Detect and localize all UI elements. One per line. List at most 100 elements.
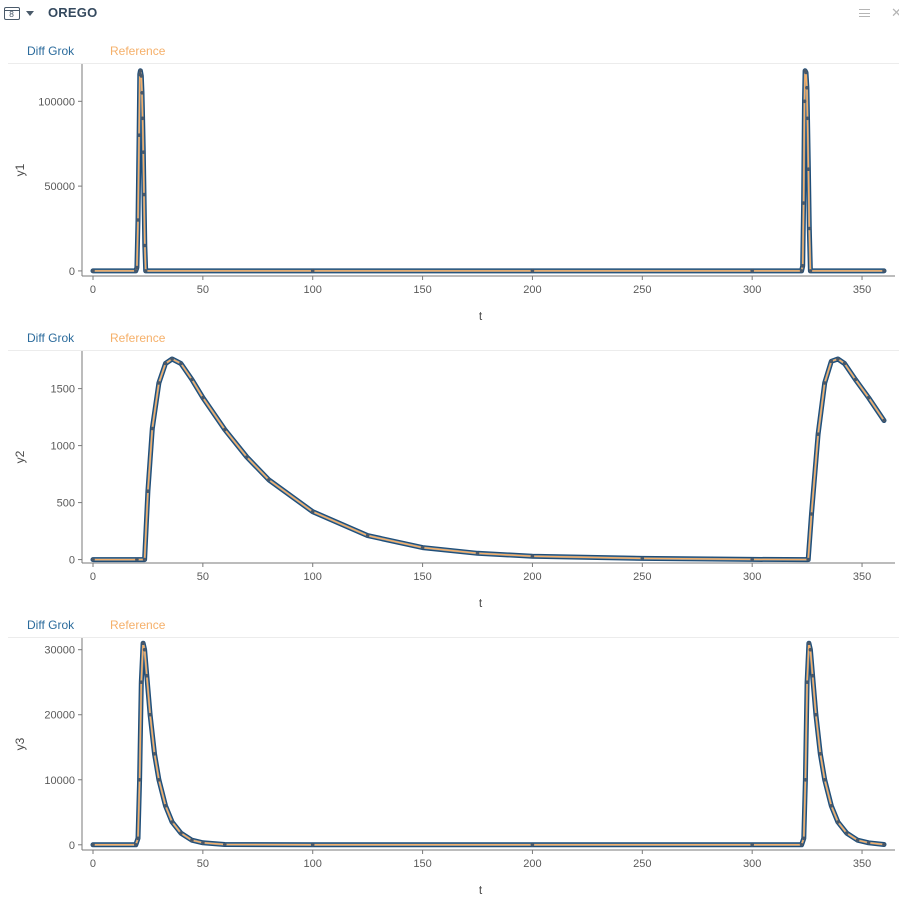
data-point <box>245 455 249 459</box>
data-point <box>531 269 535 273</box>
y-tick-label: 1500 <box>51 384 75 396</box>
close-icon[interactable]: ✕ <box>891 5 899 20</box>
x-tick-label: 350 <box>853 858 871 870</box>
x-tick-label: 50 <box>197 858 209 870</box>
data-point <box>311 510 315 514</box>
data-point <box>179 831 183 835</box>
y-axis-label: y3 <box>13 737 27 750</box>
x-tick-label: 200 <box>523 858 541 870</box>
data-point <box>137 133 141 137</box>
data-point <box>476 552 480 556</box>
data-point <box>366 534 370 538</box>
data-point <box>146 489 150 493</box>
data-point <box>190 838 194 842</box>
data-point <box>141 117 145 121</box>
data-point <box>830 804 834 808</box>
series-line-diff-grok <box>93 643 884 845</box>
data-point <box>311 843 315 847</box>
data-point <box>141 641 145 645</box>
chart-panel-y2: Diff Grok Reference 0 50 100 150 200 250 300 35… <box>0 329 899 616</box>
data-point <box>823 778 827 782</box>
x-tick-label: 250 <box>633 284 651 296</box>
data-point <box>854 378 858 382</box>
data-point <box>144 269 148 273</box>
data-point <box>164 804 168 808</box>
x-tick-label: 200 <box>523 284 541 296</box>
data-point <box>810 512 814 516</box>
x-axis-label: t <box>479 309 483 323</box>
data-point <box>750 269 754 273</box>
data-point <box>135 558 139 562</box>
data-point <box>882 419 886 423</box>
x-tick-label: 100 <box>304 858 322 870</box>
series-line-reference <box>93 359 884 560</box>
y-axis-label: y1 <box>13 163 27 176</box>
chart-panel-y1: Diff Grok Reference 0 50 100 150 200 250 300 35… <box>0 42 899 329</box>
data-point <box>157 778 161 782</box>
data-point <box>809 648 813 652</box>
data-point <box>800 269 804 273</box>
data-point <box>421 546 425 550</box>
line-chart-y2[interactable]: 0 50 100 150 200 250 300 350 0 500 1000 1500 t y2 <box>0 329 899 616</box>
x-tick-label: 150 <box>413 571 431 583</box>
y-axis-label: y2 <box>13 450 27 463</box>
data-point <box>143 558 147 562</box>
x-tick-label: 50 <box>197 571 209 583</box>
y-tick-label: 100000 <box>38 96 75 108</box>
x-tick-label: 350 <box>853 571 871 583</box>
x-tick-label: 150 <box>413 284 431 296</box>
data-point <box>190 378 194 382</box>
data-point <box>142 193 146 197</box>
data-point <box>806 558 810 562</box>
y-tick-label: 0 <box>69 266 75 278</box>
data-point <box>750 843 754 847</box>
data-point <box>823 381 827 385</box>
data-point <box>804 778 808 782</box>
data-point <box>830 360 834 364</box>
data-point <box>808 227 812 231</box>
data-point <box>91 843 95 847</box>
data-point <box>148 713 152 717</box>
data-point <box>882 269 886 273</box>
data-point <box>750 558 754 562</box>
series-line-diff-grok <box>93 71 884 271</box>
data-point <box>803 100 807 104</box>
table-view-icon[interactable]: 8 <box>4 7 20 20</box>
y-tick-label: 1000 <box>51 441 75 453</box>
hamburger-menu-icon[interactable] <box>859 9 870 17</box>
y-tick-label: 500 <box>57 498 75 510</box>
y-tick-label: 0 <box>69 555 75 567</box>
series-line-reference <box>93 71 884 271</box>
data-point <box>805 86 809 90</box>
data-point <box>140 680 144 684</box>
data-point <box>139 69 143 73</box>
data-point <box>201 841 205 845</box>
data-point <box>867 841 871 845</box>
view-icon-digit: 8 <box>9 10 14 19</box>
data-point <box>867 396 871 400</box>
data-point <box>806 117 810 121</box>
x-tick-label: 50 <box>197 284 209 296</box>
data-point <box>134 843 138 847</box>
data-point <box>145 674 149 678</box>
y-tick-label: 50000 <box>44 181 75 193</box>
caret-down-icon[interactable] <box>26 11 34 16</box>
x-tick-label: 100 <box>304 571 322 583</box>
data-point <box>151 427 155 431</box>
data-point <box>807 641 811 645</box>
line-chart-y3[interactable]: 0 50 100 150 200 250 300 350 0 10000 20000 30000 t y3 <box>0 616 899 903</box>
page-title: OREGO <box>48 5 97 20</box>
data-point <box>143 648 147 652</box>
line-chart-y1[interactable]: 0 50 100 150 200 250 300 350 0 50000 100000 t y1 <box>0 42 899 329</box>
data-point <box>836 820 840 824</box>
x-tick-label: 150 <box>413 858 431 870</box>
data-point <box>91 558 95 562</box>
data-point <box>804 71 808 75</box>
data-point <box>800 843 804 847</box>
data-point <box>223 843 227 847</box>
series-line-diff-grok-inner <box>93 643 884 845</box>
data-point <box>170 820 174 824</box>
data-point <box>142 150 146 154</box>
data-point <box>311 269 315 273</box>
x-axis-label: t <box>479 596 483 610</box>
